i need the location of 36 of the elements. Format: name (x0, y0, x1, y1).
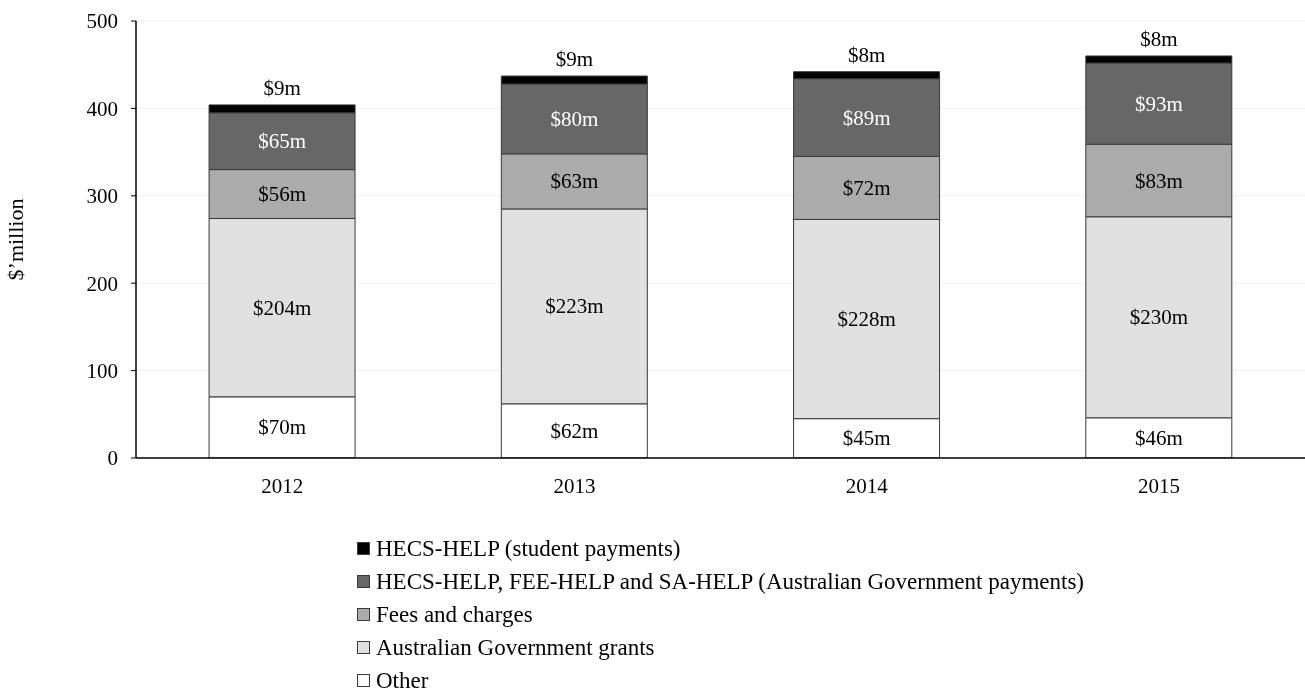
data-label: $89m (842, 105, 891, 130)
data-label: $8m (1140, 26, 1178, 51)
x-tick-label: 2012 (261, 473, 304, 498)
x-tick-label: 2015 (1137, 473, 1180, 498)
x-tick-label: 2014 (845, 473, 889, 498)
data-label: $83m (1134, 168, 1183, 193)
data-label: $93m (1134, 91, 1183, 116)
data-label: $70m (258, 415, 306, 440)
legend-label: Australian Government grants (376, 634, 655, 661)
data-label: $228m (837, 307, 896, 332)
data-label: $8m (847, 42, 886, 67)
data-label: $56m (258, 182, 306, 207)
y-tick-label: 100 (86, 359, 118, 384)
x-tick-label: 2013 (553, 473, 596, 498)
legend-label: Fees and charges (376, 601, 533, 628)
data-label: $46m (1134, 425, 1183, 450)
data-label: $65m (258, 129, 306, 154)
data-label: $72m (842, 175, 891, 200)
y-tick-label: 500 (86, 9, 118, 34)
data-label: $230m (1129, 305, 1188, 330)
data-label: $9m (263, 75, 301, 100)
legend-label: HECS-HELP, FEE-HELP and SA-HELP (Australian Government payments) (376, 568, 1085, 595)
data-label: $62m (550, 418, 599, 443)
legend-label: HECS-HELP (student payments) (376, 535, 681, 562)
legend-label: Other (376, 667, 429, 694)
y-tick-label: 400 (86, 96, 118, 121)
y-tick-label: 300 (86, 184, 118, 209)
data-label: $223m (545, 294, 604, 319)
y-tick-label: 0 (107, 446, 118, 471)
data-label: $80m (550, 106, 599, 131)
y-tick-label: 200 (86, 271, 118, 296)
data-label: $9m (555, 47, 593, 72)
y-axis-title: $’million (2, 198, 28, 281)
data-label: $45m (842, 426, 891, 451)
data-label: $63m (550, 169, 599, 194)
data-label: $204m (252, 295, 312, 320)
